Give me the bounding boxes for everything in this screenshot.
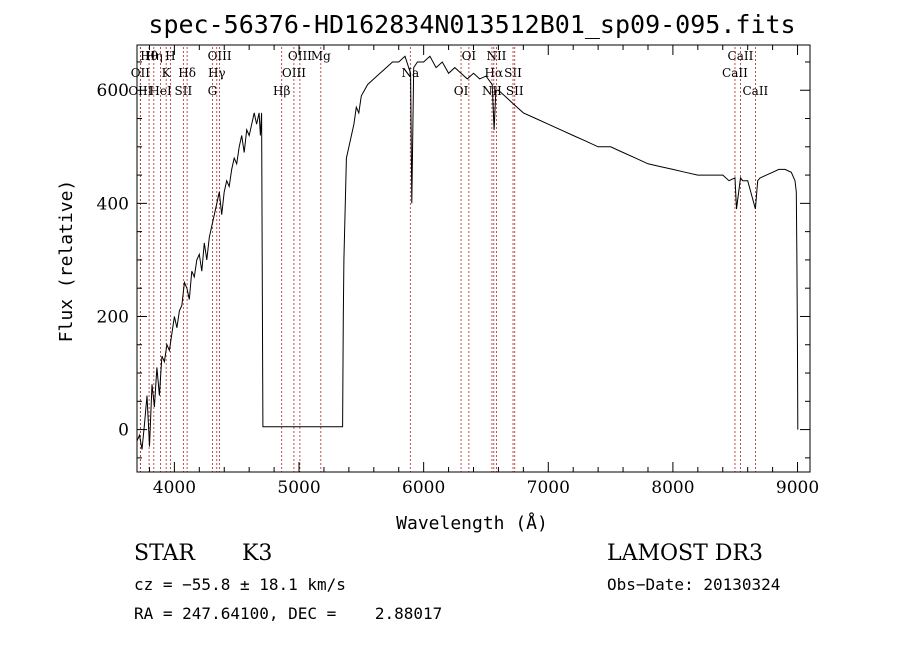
x-tick-label-5000: 5000 (277, 478, 320, 498)
x-tick-label-8000: 8000 (651, 478, 694, 498)
observation-date: Obs−Date: 20130324 (607, 575, 780, 594)
y-tick-label-600: 600 (97, 81, 129, 101)
x-tick-label-7000: 7000 (527, 478, 570, 498)
line-label-15: Mg (311, 49, 331, 63)
line-label-21: NII (486, 49, 506, 63)
object-subclass: K3 (242, 541, 272, 566)
line-label-12: OIII (288, 49, 312, 63)
line-label-2: OIII (128, 84, 152, 98)
line-label-5: HeI (149, 84, 172, 98)
x-tick-label-6000: 6000 (402, 478, 445, 498)
y-axis-label: Flux (relative) (56, 180, 77, 343)
line-label-24: CaII (728, 49, 754, 63)
line-label-8: SII (175, 84, 193, 98)
spectrum-line (136, 55, 799, 450)
chart-title: spec-56376-HD162834N013512B01_sp09-095.f… (148, 10, 795, 39)
y-tick-label-0: 0 (118, 421, 129, 441)
line-label-19: Hα (485, 66, 504, 80)
emission-lines-layer: HθOIIOIIIHηKHeIHHδSIIOIIIHγGOIIIOIIIHβMg… (128, 47, 769, 472)
x-tick-label-9000: 9000 (776, 478, 819, 498)
ra-dec-coordinates: RA = 247.64100, DEC = 2.88017 (134, 604, 442, 623)
y-tick-label-200: 200 (97, 307, 129, 327)
object-class: STAR (134, 541, 196, 566)
line-label-18: OI (462, 49, 477, 63)
x-tick-label-4000: 4000 (153, 478, 196, 498)
line-label-3: Hη (145, 49, 163, 63)
line-label-4: K (162, 66, 172, 80)
ticks-layer: 4000 5000 6000 7000 8000 9000 0 200 400 600 (97, 45, 819, 498)
line-label-13: OIII (282, 66, 306, 80)
plot-frame (136, 44, 811, 473)
line-label-25: CaII (722, 66, 748, 80)
survey-name: LAMOST DR3 (607, 541, 763, 566)
redshift-cz: cz = −55.8 ± 18.1 km/s (134, 575, 346, 594)
line-label-14: Hβ (273, 84, 290, 98)
line-label-7: Hδ (178, 66, 196, 80)
y-tick-label-400: 400 (97, 194, 129, 214)
line-label-9: OIII (208, 49, 232, 63)
line-label-22: SII (504, 66, 522, 80)
line-label-6: H (165, 49, 175, 63)
line-label-23: SII (506, 84, 524, 98)
line-label-17: OI (454, 84, 469, 98)
line-label-26: CaII (742, 84, 768, 98)
x-axis-label: Wavelength (Å) (396, 512, 548, 534)
line-label-11: G (208, 84, 218, 98)
line-label-10: Hγ (208, 66, 226, 80)
